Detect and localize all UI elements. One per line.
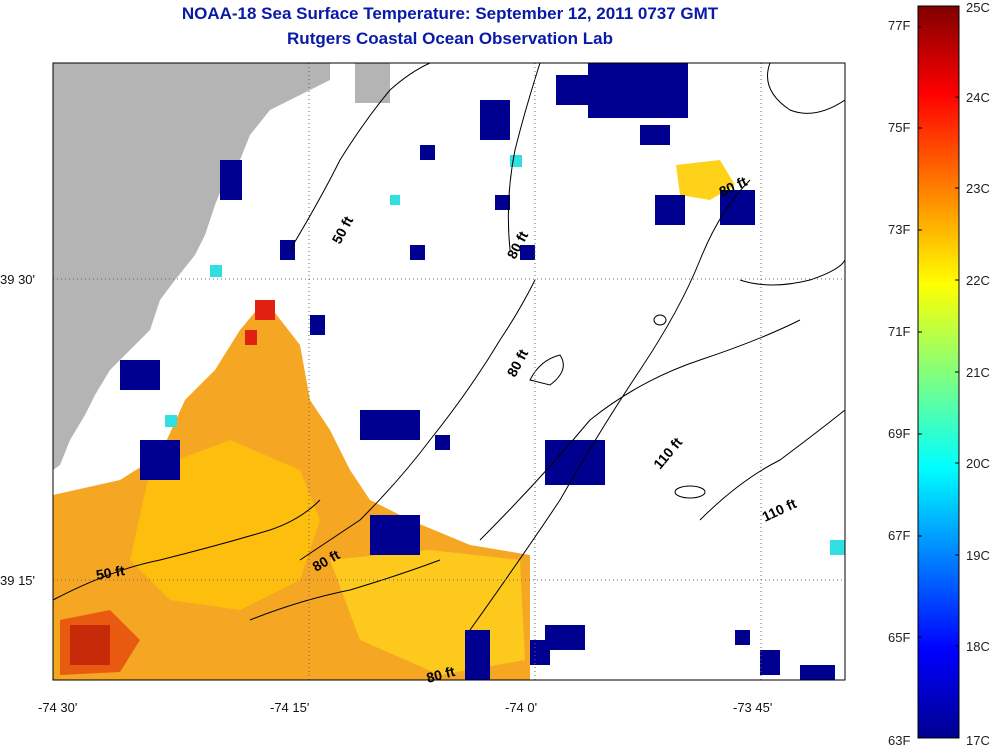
x-tick-label: -74 30' [38, 700, 78, 715]
hot-spot [70, 625, 110, 665]
x-tick-label: -74 15' [270, 700, 310, 715]
colorbar-f-label: 63F [888, 733, 911, 748]
colorbar-c-label: 25C [966, 0, 990, 15]
land-mass [53, 63, 330, 470]
contour-label: 50 ft [329, 213, 357, 246]
colorbar-c-label: 20C [966, 456, 990, 471]
grid-lines [53, 63, 845, 680]
colorbar-ticks [918, 26, 959, 647]
colorbar-f-label: 69F [888, 426, 911, 441]
red-pixels [245, 300, 275, 345]
colorbar-f-label: 77F [888, 18, 911, 33]
y-tick-label: 39 30' [0, 272, 36, 287]
land-mass [355, 63, 390, 103]
contour-label: 110 ft [650, 434, 685, 472]
colorbar-f-label: 65F [888, 630, 911, 645]
contour-label: 110 ft [760, 495, 800, 525]
warm-water-region [130, 440, 320, 610]
colorbar-c-label: 19C [966, 548, 990, 563]
cold-pixels [120, 63, 835, 680]
colorbar-f-label: 75F [888, 120, 911, 135]
colorbar-f-label: 67F [888, 528, 911, 543]
bathymetry-contours [53, 63, 845, 631]
colorbar-c-label: 18C [966, 639, 990, 654]
colorbar-c-label: 23C [966, 181, 990, 196]
colorbar-c-label: 24C [966, 90, 990, 105]
contour-label: 80 ft [504, 346, 532, 379]
colorbar-frame [917, 5, 960, 739]
colorbar-c-label: 22C [966, 273, 990, 288]
contour-label: 50 ft [95, 562, 126, 583]
colorbar-f-label: 73F [888, 222, 911, 237]
x-tick-label: -73 45' [733, 700, 773, 715]
colorbar-f-label: 71F [888, 324, 911, 339]
colorbar-gradient [918, 6, 959, 738]
map-title: NOAA-18 Sea Surface Temperature: Septemb… [181, 4, 719, 23]
x-tick-label: -74 0' [505, 700, 538, 715]
map-subtitle: Rutgers Coastal Ocean Observation Lab [287, 29, 613, 48]
contour-label: 80 ft [425, 663, 457, 686]
y-tick-label: 39 15' [0, 573, 36, 588]
plot-frame [52, 62, 846, 681]
colorbar-c-label: 17C [966, 733, 990, 748]
colorbar-c-label: 21C [966, 365, 990, 380]
